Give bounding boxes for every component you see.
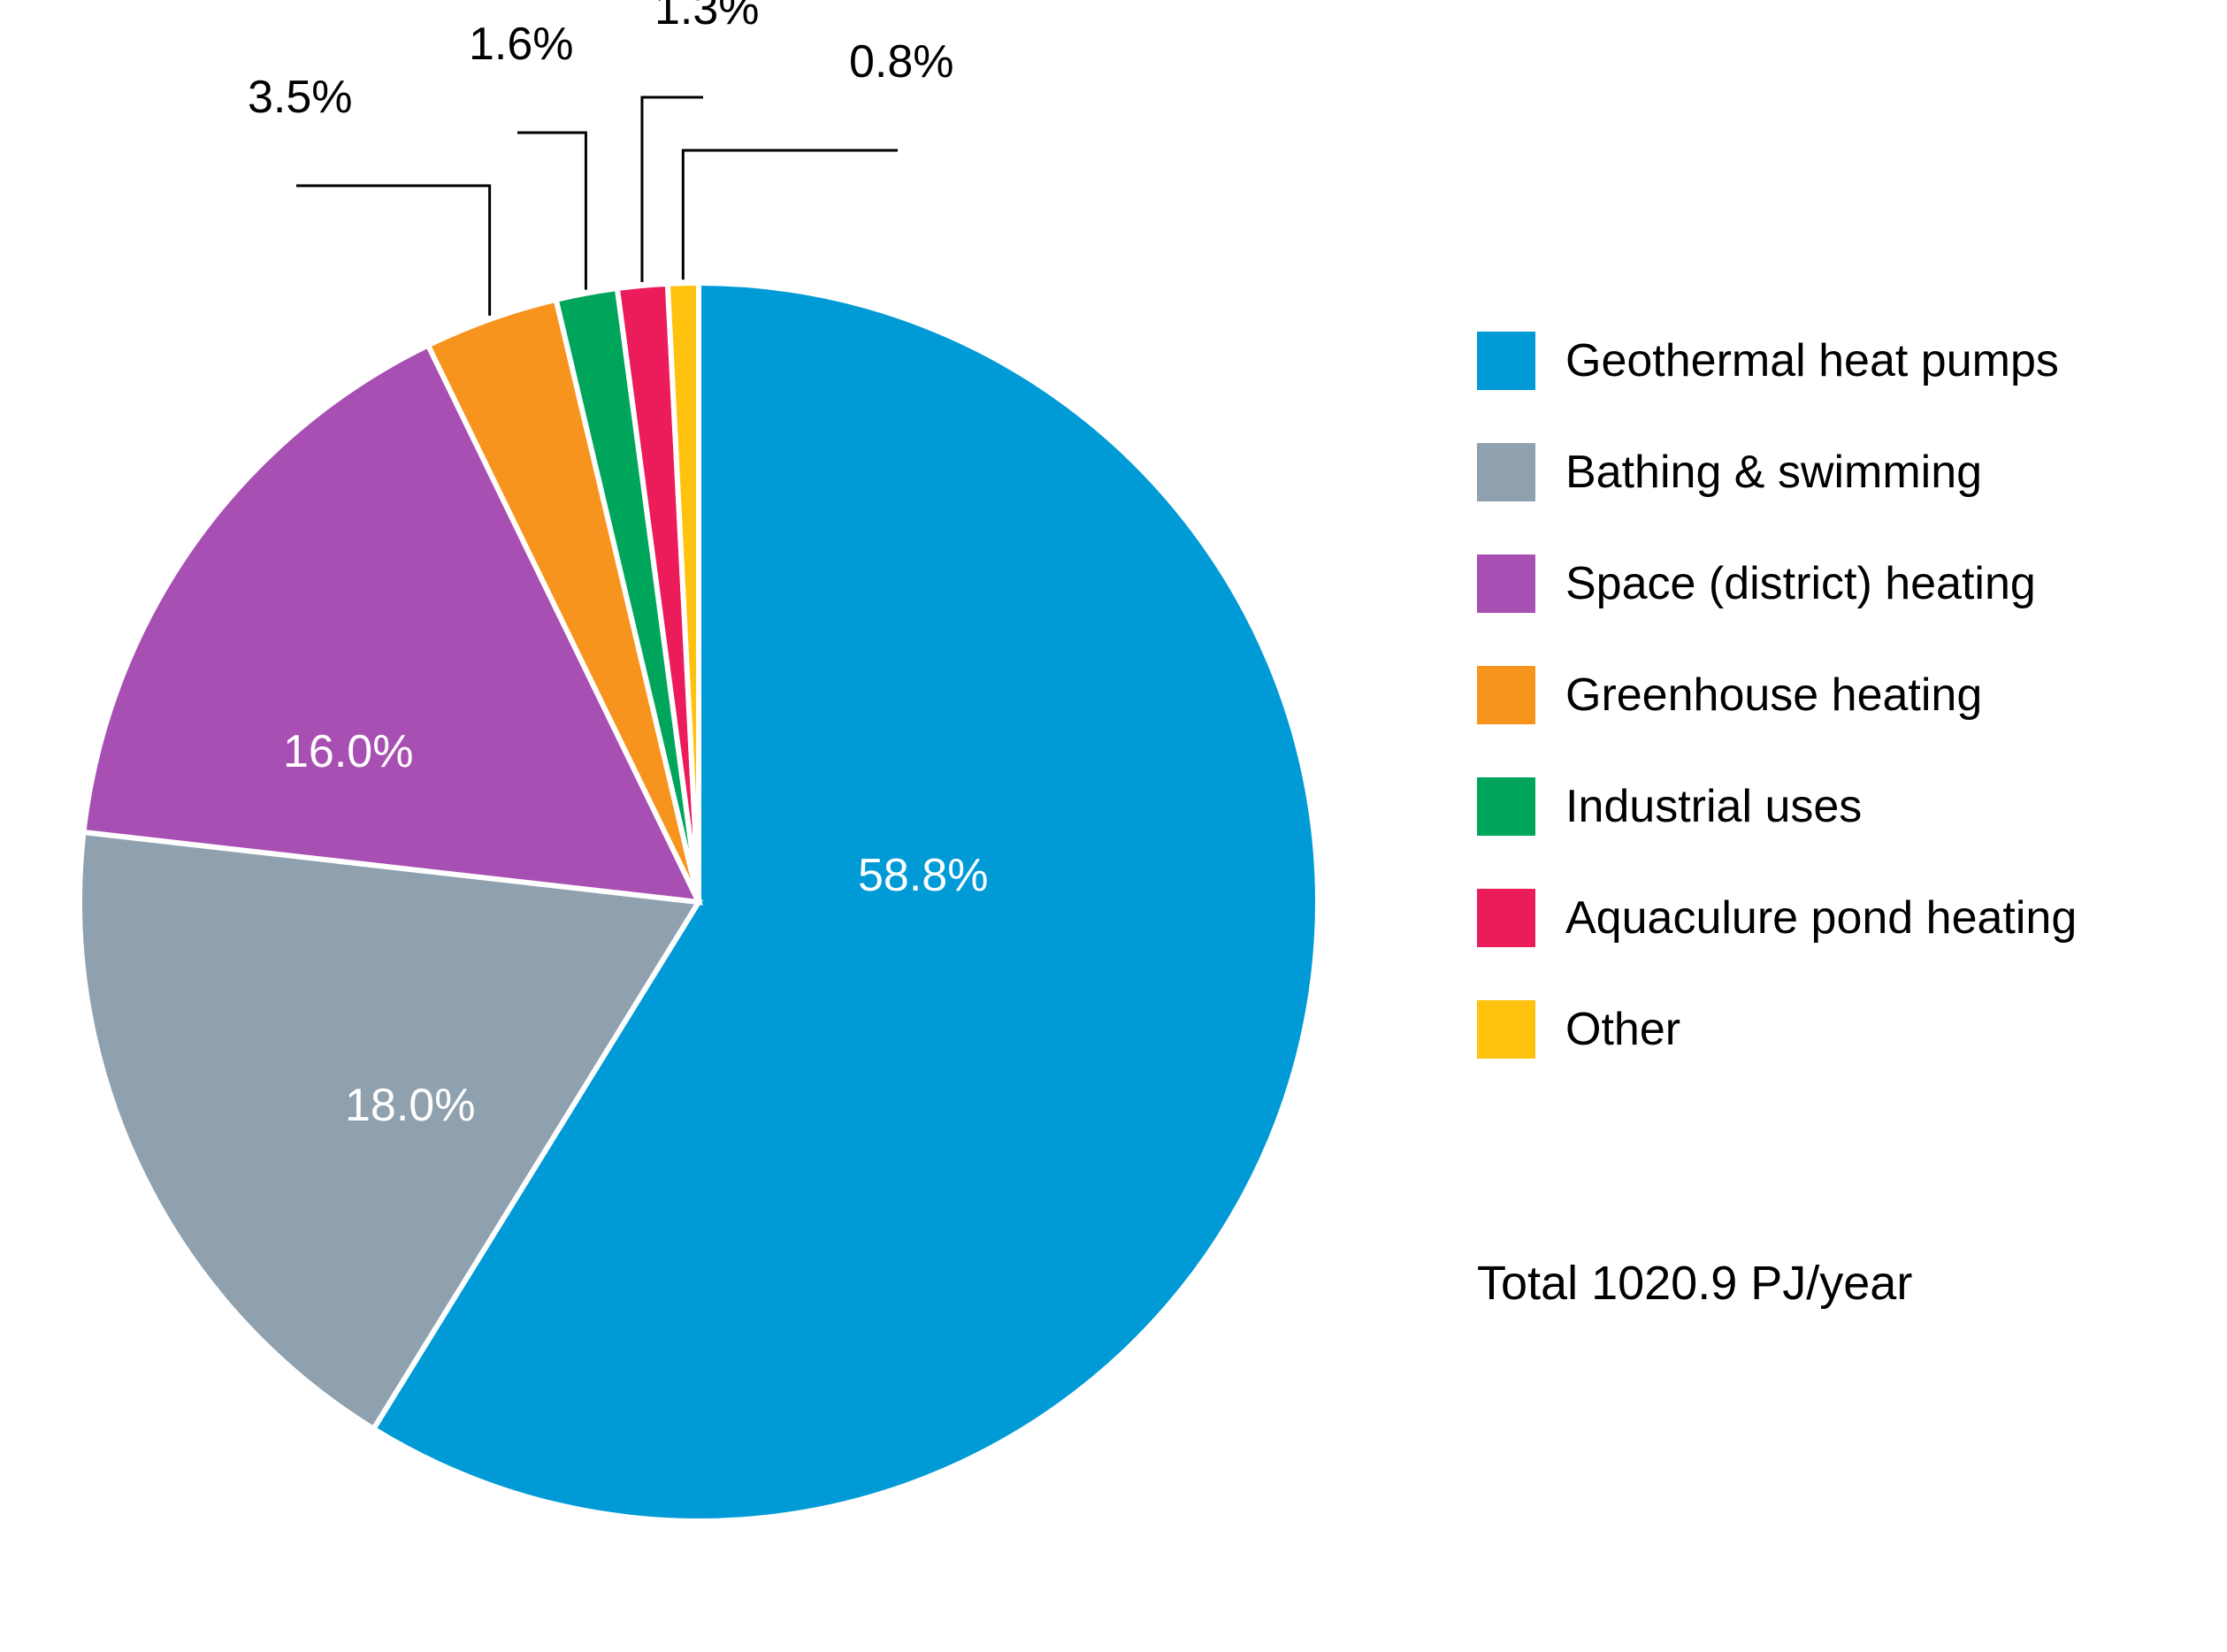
legend-item: Aquaculure pond heating	[1477, 889, 2077, 947]
callout-leader	[642, 97, 703, 282]
legend-label: Space (district) heating	[1565, 557, 2036, 610]
legend-label: Aquaculure pond heating	[1565, 891, 2077, 945]
callout-leader	[296, 186, 490, 316]
legend: Geothermal heat pumps Bathing & swimming S…	[1477, 332, 2077, 1112]
slice-pct-label: 0.8%	[849, 35, 954, 88]
callout-leader	[517, 133, 585, 290]
slice-pct-label: 1.6%	[469, 18, 574, 71]
legend-label: Other	[1565, 1003, 1680, 1056]
legend-item: Other	[1477, 1000, 2077, 1059]
legend-swatch	[1477, 666, 1535, 724]
geothermal-use-pie-chart: Geothermal heat pumps Bathing & swimming S…	[0, 0, 2227, 1652]
callout-leader	[683, 150, 898, 279]
legend-swatch	[1477, 889, 1535, 947]
legend-item: Bathing & swimming	[1477, 443, 2077, 501]
legend-label: Bathing & swimming	[1565, 446, 1982, 499]
legend-swatch	[1477, 332, 1535, 390]
legend-item: Industrial uses	[1477, 777, 2077, 836]
legend-label: Geothermal heat pumps	[1565, 334, 2059, 387]
legend-swatch	[1477, 554, 1535, 613]
legend-item: Greenhouse heating	[1477, 666, 2077, 724]
legend-item: Geothermal heat pumps	[1477, 332, 2077, 390]
legend-label: Greenhouse heating	[1565, 669, 1982, 722]
slice-pct-label: 18.0%	[345, 1079, 475, 1132]
slice-pct-label: 16.0%	[283, 725, 413, 778]
legend-swatch	[1477, 1000, 1535, 1059]
slice-pct-label: 3.5%	[248, 71, 353, 124]
legend-label: Industrial uses	[1565, 780, 1862, 833]
slice-pct-label: 1.3%	[654, 0, 760, 35]
legend-swatch	[1477, 777, 1535, 836]
slice-pct-label: 58.8%	[858, 849, 988, 902]
total-label: Total 1020.9 PJ/year	[1477, 1256, 1912, 1311]
legend-swatch	[1477, 443, 1535, 501]
legend-item: Space (district) heating	[1477, 554, 2077, 613]
